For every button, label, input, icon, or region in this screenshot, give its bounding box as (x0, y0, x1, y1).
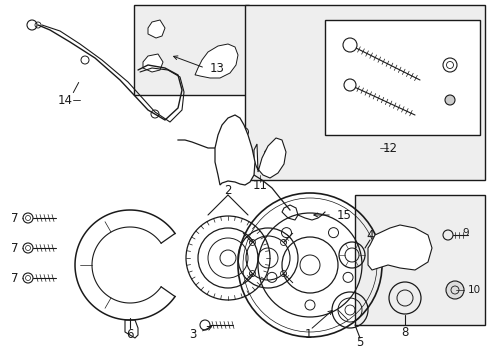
Text: 3: 3 (189, 328, 196, 341)
Text: 1: 1 (304, 328, 311, 342)
Text: 10: 10 (467, 285, 480, 295)
Polygon shape (125, 320, 138, 338)
Text: 13: 13 (209, 62, 224, 75)
Text: 15: 15 (336, 208, 351, 221)
Text: 11: 11 (252, 179, 267, 192)
Text: 14: 14 (58, 94, 72, 107)
Text: 5: 5 (356, 337, 363, 350)
Text: 7: 7 (11, 212, 19, 225)
Text: 12: 12 (382, 141, 397, 154)
Polygon shape (253, 138, 285, 178)
Text: 9: 9 (461, 228, 468, 238)
Polygon shape (195, 44, 238, 78)
Circle shape (444, 95, 454, 105)
Text: 6: 6 (126, 328, 134, 342)
Polygon shape (367, 225, 431, 270)
Polygon shape (148, 20, 164, 38)
Bar (354, 195, 484, 325)
Text: 7: 7 (11, 271, 19, 284)
Circle shape (23, 213, 33, 223)
Circle shape (23, 243, 33, 253)
Circle shape (23, 273, 33, 283)
Bar (325, 20, 479, 135)
Circle shape (445, 281, 463, 299)
Polygon shape (282, 205, 297, 220)
Bar (244, 5, 484, 180)
Text: 8: 8 (401, 325, 408, 338)
Text: 2: 2 (224, 184, 231, 197)
Polygon shape (215, 115, 254, 185)
Text: 4: 4 (366, 229, 373, 242)
Bar (134, 5, 248, 95)
Polygon shape (142, 54, 163, 72)
Text: 7: 7 (11, 242, 19, 255)
